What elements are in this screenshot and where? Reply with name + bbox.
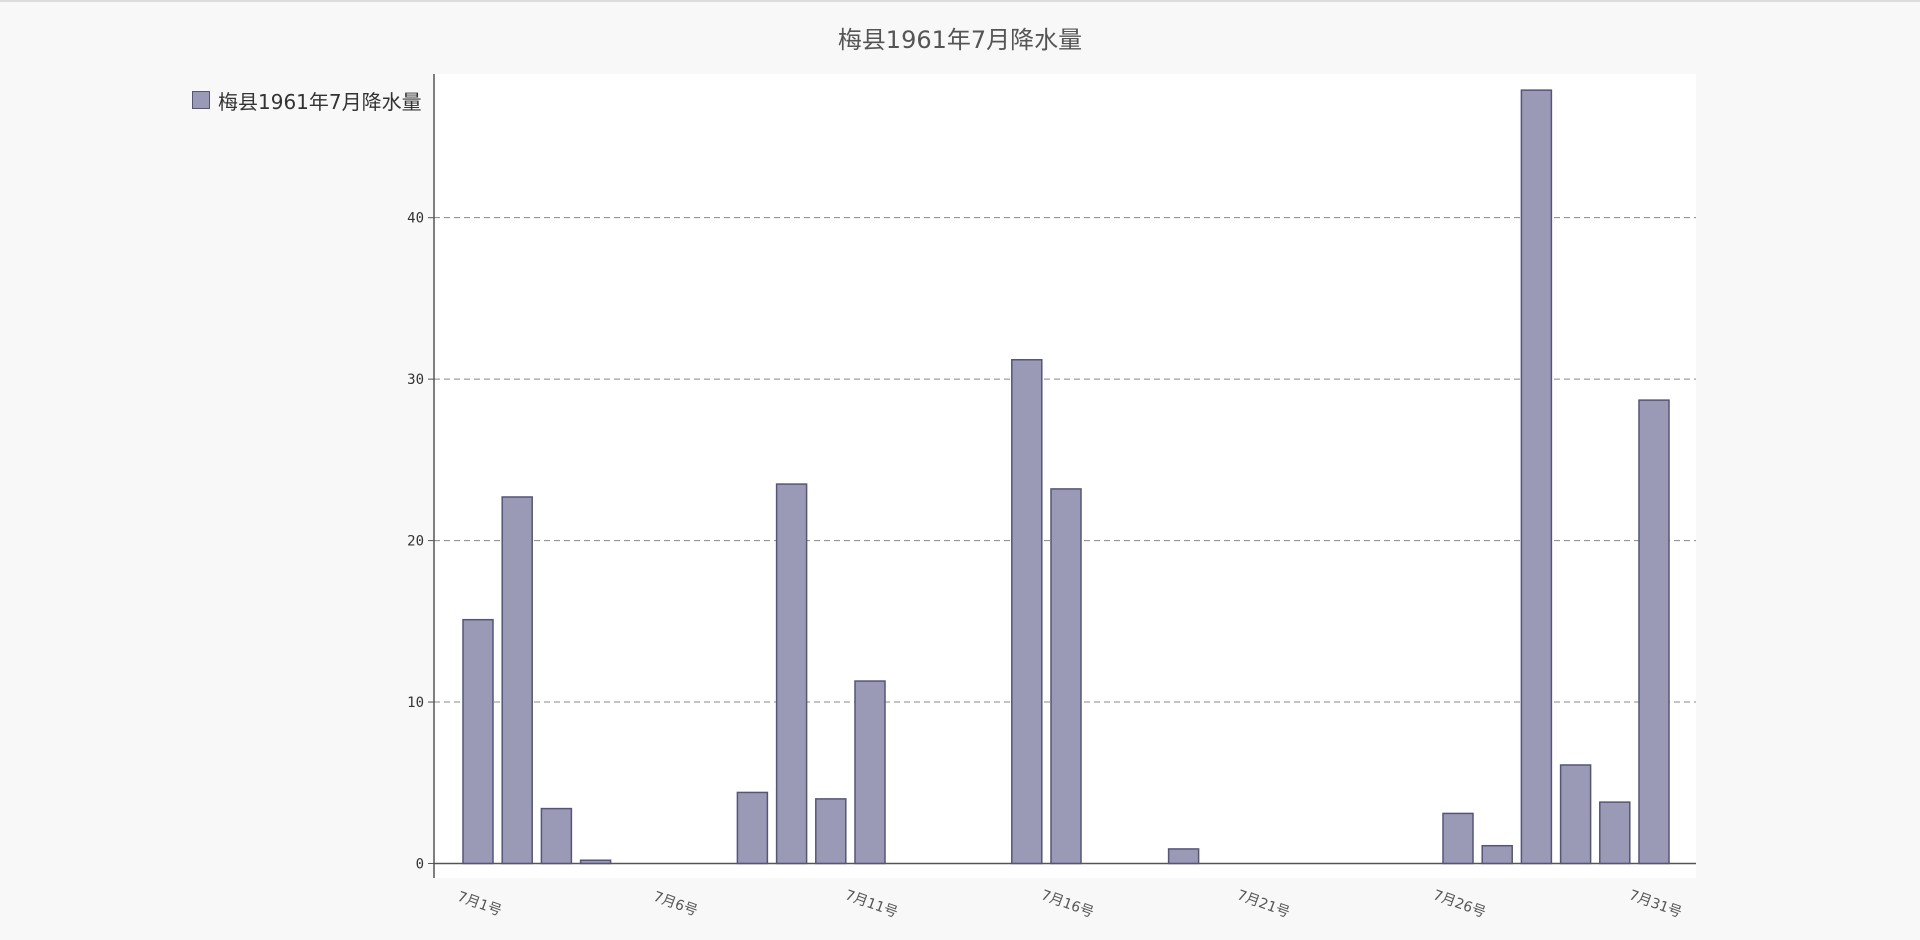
bars	[462, 89, 1670, 865]
legend[interactable]: 梅县1961年7月降水量	[192, 88, 422, 114]
bar[interactable]	[815, 798, 847, 865]
bar[interactable]	[1638, 399, 1670, 865]
bar[interactable]	[501, 496, 533, 865]
x-tick-label: 7月26号	[1431, 887, 1488, 921]
x-tick-labels: 7月1号 7月6号 7月11号 7月16号 7月21号 7月26号 7月31号	[455, 887, 1684, 921]
bar[interactable]	[775, 483, 808, 865]
bar[interactable]	[540, 807, 573, 865]
legend-label: 梅县1961年7月降水量	[218, 89, 422, 114]
bar[interactable]	[1167, 848, 1200, 865]
bar[interactable]	[736, 791, 769, 865]
x-tick-label: 7月11号	[843, 887, 900, 921]
bar[interactable]	[1520, 89, 1553, 865]
x-tick-label: 7月6号	[651, 889, 700, 920]
y-tick-label: 0	[416, 856, 424, 872]
legend-swatch	[192, 91, 210, 109]
x-tick-label: 7月16号	[1039, 887, 1096, 921]
bar[interactable]	[1442, 812, 1474, 865]
bar[interactable]	[1050, 488, 1082, 865]
y-tick-label: 40	[407, 211, 424, 227]
x-tick-label: 7月21号	[1235, 887, 1292, 921]
bar[interactable]	[1559, 764, 1592, 865]
y-tick-labels: 0 10 20 30 40	[407, 211, 434, 872]
bar[interactable]	[1481, 844, 1513, 865]
bar[interactable]	[854, 680, 886, 865]
y-tick-label: 30	[407, 372, 424, 388]
top-divider	[0, 0, 1920, 2]
y-tick-label: 20	[407, 534, 424, 550]
x-tick-label: 7月1号	[455, 889, 504, 920]
chart-title: 梅县1961年7月降水量	[837, 26, 1083, 54]
x-tick-label: 7月31号	[1627, 887, 1684, 921]
bar[interactable]	[579, 859, 612, 865]
bar[interactable]	[1011, 359, 1043, 865]
bar[interactable]	[462, 618, 494, 865]
y-tick-label: 10	[407, 695, 424, 711]
bar[interactable]	[1599, 801, 1631, 865]
